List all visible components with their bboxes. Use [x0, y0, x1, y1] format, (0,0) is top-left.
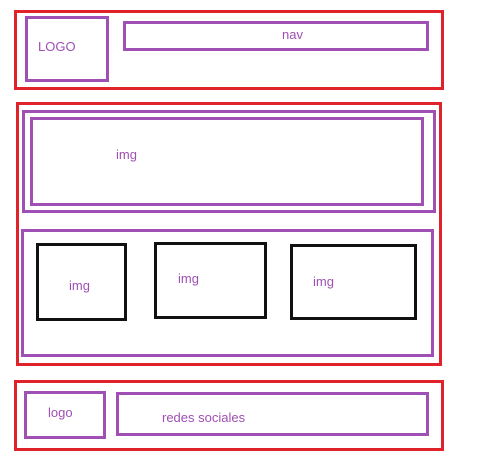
gallery-image-2-label: img [178, 271, 199, 286]
footer-logo-box [24, 391, 106, 439]
gallery-image-3 [290, 244, 417, 320]
gallery-image-2 [154, 242, 267, 319]
gallery-image-1 [36, 243, 127, 321]
hero-outer-box [22, 110, 436, 213]
header-section [14, 10, 444, 90]
gallery-image-1-label: img [69, 278, 90, 293]
social-links-label: redes sociales [162, 410, 246, 425]
header-logo-label: LOGO [38, 39, 76, 54]
hero-image-label: img [116, 147, 137, 162]
social-links-box [116, 392, 429, 436]
gallery-image-3-label: img [313, 274, 334, 289]
header-logo-box [25, 16, 109, 82]
nav-box [123, 21, 429, 51]
footer-section [14, 380, 444, 451]
hero-image-box [30, 117, 424, 206]
nav-label: nav [282, 27, 303, 42]
main-section [16, 102, 442, 366]
gallery-box [21, 229, 434, 357]
footer-logo-label: logo [48, 405, 73, 420]
